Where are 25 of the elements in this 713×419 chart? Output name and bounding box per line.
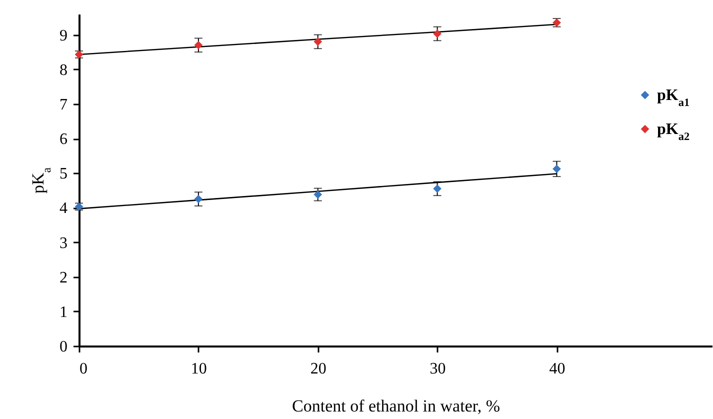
legend-label: pK$_{a2}$ bbox=[657, 121, 690, 144]
x-tick-label: 0 bbox=[80, 360, 88, 378]
point bbox=[433, 184, 442, 193]
y-tick-label: 5 bbox=[60, 166, 68, 183]
point bbox=[433, 30, 442, 38]
y-tick-label: 4 bbox=[60, 200, 68, 218]
x-tick-label: 20 bbox=[310, 360, 326, 378]
legend-label: pK$_{a1}$ bbox=[657, 87, 690, 110]
point bbox=[314, 37, 322, 46]
y-tick-label: 2 bbox=[60, 269, 68, 286]
point bbox=[552, 164, 561, 174]
y-tick-label: 7 bbox=[60, 96, 68, 114]
point bbox=[314, 190, 322, 199]
y-tick-label: 0 bbox=[60, 338, 68, 356]
y-tick-label: 9 bbox=[60, 27, 68, 44]
point bbox=[194, 194, 203, 204]
x-axis-title: Content of ethanol in water, % bbox=[292, 396, 500, 416]
y-tick-label: 6 bbox=[60, 131, 68, 148]
x-tick-label: 10 bbox=[190, 360, 207, 378]
y-tick-label: 1 bbox=[60, 304, 68, 321]
x-tick-label: 30 bbox=[430, 360, 446, 378]
point bbox=[194, 40, 203, 50]
y-tick-label: 3 bbox=[60, 234, 68, 252]
y-tick-label: 8 bbox=[60, 62, 68, 79]
x-tick-label: 40 bbox=[549, 360, 566, 378]
